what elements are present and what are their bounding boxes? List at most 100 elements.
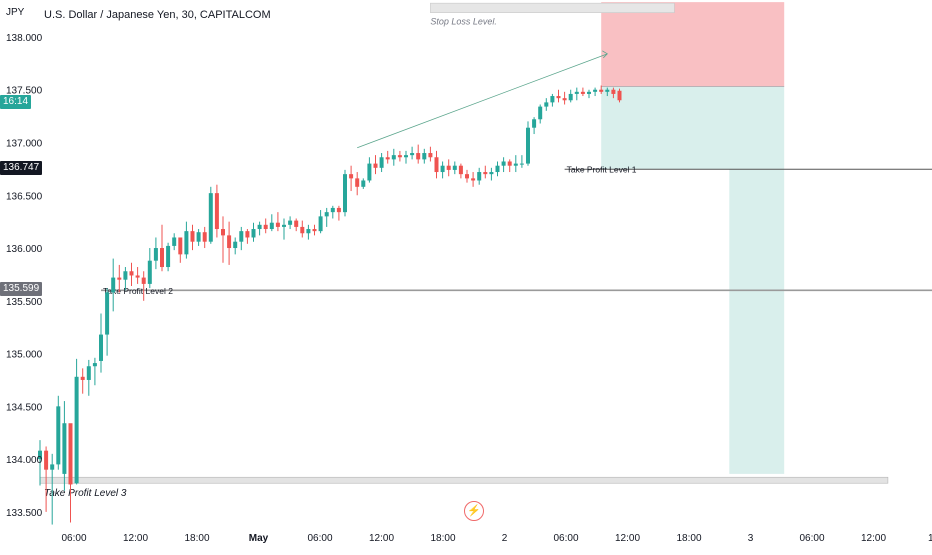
candle-body <box>80 376 85 380</box>
candle-body <box>251 229 256 238</box>
candle-body <box>282 224 286 227</box>
candle-body <box>117 277 122 280</box>
candle-body <box>275 222 280 227</box>
y-tick-label: 135.500 <box>6 297 43 308</box>
candle-body <box>239 231 244 242</box>
candle-body <box>306 229 311 234</box>
candle-body <box>568 93 573 101</box>
target-zone <box>601 86 785 170</box>
candle-body <box>544 102 549 107</box>
currency-label: JPY <box>6 7 25 18</box>
x-tick-label: May <box>249 533 269 544</box>
candle-body <box>391 155 396 160</box>
candle-body <box>99 334 103 361</box>
x-tick-label: 3 <box>748 533 754 544</box>
candle-body <box>56 406 61 465</box>
candle-body <box>458 165 463 175</box>
candle-body <box>324 212 329 217</box>
candle-body <box>318 216 323 232</box>
candle-body <box>233 241 238 249</box>
candle-body <box>513 163 518 166</box>
candle-body <box>38 450 42 460</box>
candle-body <box>605 89 610 92</box>
candle-body <box>526 127 530 164</box>
x-tick-label: 06:00 <box>307 533 332 544</box>
candle-body <box>50 464 55 470</box>
candle-body <box>501 161 506 166</box>
candle-body <box>221 229 225 236</box>
candle-body <box>599 89 604 92</box>
x-tick-label: 06:00 <box>799 533 824 544</box>
candle-body <box>550 96 555 103</box>
take-profit-3-label: Take Profit Level 3 <box>44 488 127 499</box>
candle-body <box>245 231 250 238</box>
candle-body <box>556 96 561 99</box>
y-tick-label: 136.500 <box>6 191 43 202</box>
candle-body <box>385 157 390 160</box>
candle-body <box>410 153 415 156</box>
candle-body <box>68 423 73 485</box>
stop-loss-label: Stop Loss Level. <box>430 17 497 27</box>
candle-body <box>440 165 445 173</box>
lightning-icon[interactable]: ⚡ <box>464 501 484 521</box>
y-tick-label: 135.000 <box>6 350 43 361</box>
candle-body <box>593 89 598 92</box>
candle-body <box>495 165 500 173</box>
countdown-tag: 16:14 <box>0 95 32 109</box>
candle-body <box>373 163 378 168</box>
candle-body <box>312 229 317 232</box>
candle-body <box>105 292 110 335</box>
candle-body <box>178 237 183 255</box>
x-tick-label: 06:00 <box>553 533 578 544</box>
y-tick-label: 136.000 <box>6 244 43 255</box>
level-2-price-tag: 135.599 <box>0 282 43 296</box>
candle-body <box>208 193 213 242</box>
candle-body <box>44 450 49 470</box>
y-tick-label: 138.000 <box>6 33 43 44</box>
candle-body <box>355 178 360 187</box>
symbol-title[interactable]: U.S. Dollar / Japanese Yen, 30, CAPITALC… <box>44 9 271 21</box>
candle-body <box>129 271 134 276</box>
candle-body <box>160 248 164 268</box>
x-tick-label: 12:00 <box>369 533 394 544</box>
x-tick-label: 18: <box>928 533 932 544</box>
candle-body <box>190 231 195 242</box>
take-profit-2-label: Take Profit Level 2 <box>103 286 173 296</box>
x-tick-label: 12:00 <box>861 533 886 544</box>
y-tick-label: 134.000 <box>6 455 43 466</box>
candle-body <box>172 237 177 246</box>
y-tick-label: 133.500 <box>6 508 43 519</box>
candle-body <box>422 153 427 160</box>
candle-body <box>562 98 567 101</box>
candle-body <box>300 226 305 234</box>
candle-body <box>111 277 116 293</box>
candle-body <box>532 119 537 128</box>
candle-body <box>343 174 347 213</box>
take-profit-1-label: Take Profit Level 1 <box>567 165 637 175</box>
candle-body <box>147 260 152 284</box>
candle-body <box>538 106 543 120</box>
candle-body <box>135 275 140 278</box>
candle-body <box>471 178 476 181</box>
candle-body <box>263 224 268 230</box>
candle-body <box>379 157 384 168</box>
candle-body <box>361 180 366 187</box>
candle-body <box>330 207 335 213</box>
x-tick-label: 18:00 <box>184 533 209 544</box>
candle-body <box>184 231 189 255</box>
candle-body <box>202 232 207 242</box>
candle-body <box>269 222 274 230</box>
candle-body <box>92 363 97 367</box>
candle-body <box>294 220 299 227</box>
stop-loss-band <box>430 2 675 13</box>
candle-body <box>483 172 488 175</box>
trend-line <box>357 53 608 149</box>
candle-body <box>416 153 421 160</box>
candle-body <box>166 245 171 268</box>
trend-line-arrowhead <box>602 50 608 59</box>
level-1-price-tag: 136.747 <box>0 161 43 175</box>
y-tick-label: 137.000 <box>6 138 43 149</box>
candle-body <box>367 163 372 181</box>
